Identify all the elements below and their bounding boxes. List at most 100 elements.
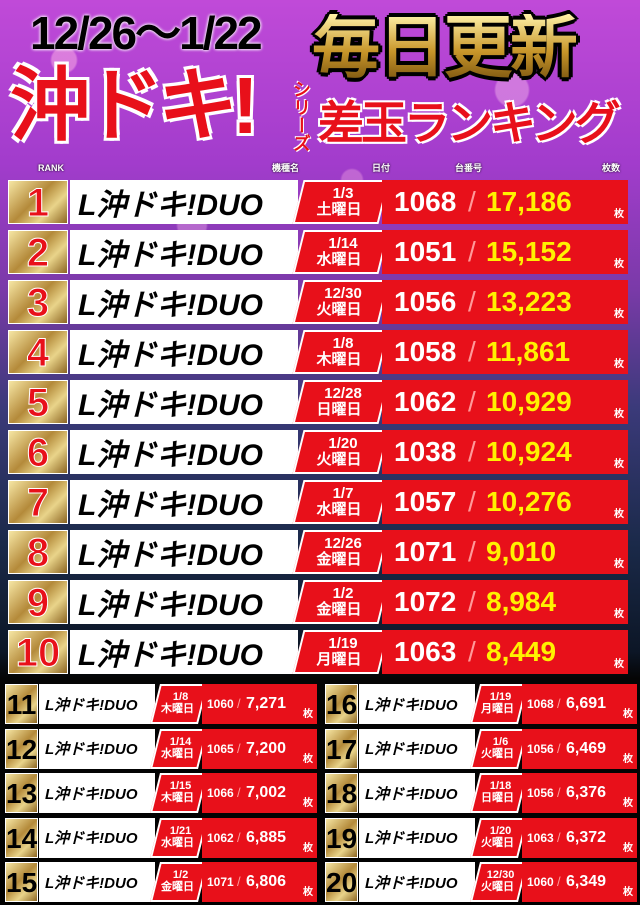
column-header-count: 枚数 (602, 163, 621, 173)
divider: / (557, 874, 561, 889)
medal-count: 6,469 (566, 739, 607, 757)
rank-number: 18 (325, 773, 358, 813)
divider: / (237, 874, 241, 889)
unit-label: 枚 (303, 887, 313, 898)
unit-label: 枚 (614, 609, 624, 620)
weekday: 火曜日 (481, 747, 515, 760)
date-badge: 1/20 火曜日 (470, 817, 528, 858)
date-badge: 1/2 金曜日 (150, 862, 208, 902)
result-panel: 1063/ 6,372 枚 (522, 817, 637, 858)
date: 1/20 (328, 435, 358, 453)
machine-name: L沖ドキ!DUO (359, 862, 475, 902)
unit-number: 1063 (527, 830, 554, 845)
machine-name: L沖ドキ!DUO (70, 180, 298, 224)
result-panel: 1060/ 7,271 枚 (202, 684, 317, 724)
unit-label: 枚 (623, 842, 633, 854)
weekday: 木曜日 (161, 792, 195, 804)
unit-label: 枚 (623, 709, 633, 720)
series-suffix: シリーズ (291, 80, 311, 152)
column-header-machine: 機種名 (272, 163, 300, 173)
unit-number: 1062 (207, 830, 234, 845)
machine-name: L沖ドキ!DUO (70, 230, 298, 274)
period-title: 12/26〜1/22 (30, 7, 263, 59)
date-badge: 1/14 水曜日 (150, 728, 208, 769)
unit-number: 1056 (394, 286, 457, 317)
weekday: 木曜日 (161, 703, 195, 715)
date-badge: 1/2 金曜日 (292, 580, 390, 624)
rank-number: 6 (8, 430, 68, 476)
unit-label: 枚 (614, 559, 624, 570)
weekday: 金曜日 (316, 601, 362, 618)
column-header-unit: 台番号 (455, 163, 483, 173)
date-badge: 1/19 月曜日 (292, 630, 390, 674)
machine-name: L沖ドキ!DUO (70, 430, 298, 474)
unit-label: 枚 (303, 709, 313, 720)
medal-count: 8,449 (486, 636, 557, 667)
result-panel: 1056/ 6,376 枚 (522, 773, 637, 813)
divider: / (237, 740, 241, 756)
rank-number: 8 (8, 530, 68, 576)
date: 1/6 (492, 735, 509, 748)
unit-label: 枚 (614, 309, 624, 320)
medal-count: 6,376 (566, 784, 607, 801)
unit-number: 1071 (394, 536, 457, 567)
unit-number: 1058 (394, 336, 457, 367)
weekday: 土曜日 (316, 201, 362, 218)
column-header-rank: RANK (38, 163, 64, 173)
divider: / (468, 586, 476, 617)
daily-update-title: 毎日更新 (312, 10, 578, 86)
machine-name: L沖ドキ!DUO (39, 684, 155, 724)
divider: / (468, 286, 476, 317)
divider: / (468, 536, 476, 567)
unit-number: 1062 (394, 386, 457, 417)
date-badge: 1/21 水曜日 (150, 817, 208, 858)
rank-number: 15 (5, 862, 38, 902)
unit-number: 1057 (394, 486, 457, 517)
rank-number: 1 (8, 180, 68, 226)
unit-label: 枚 (623, 887, 633, 898)
unit-number: 1068 (394, 186, 457, 217)
date: 12/26 (324, 535, 362, 553)
column-header-date: 日付 (372, 163, 391, 173)
date-badge: 12/30 火曜日 (470, 862, 528, 902)
result-panel: 1051 / 15,152 枚 (382, 230, 628, 274)
unit-number: 1065 (207, 741, 234, 756)
divider: / (237, 696, 241, 711)
weekday: 火曜日 (481, 836, 515, 849)
weekday: 月曜日 (316, 651, 362, 668)
result-panel: 1071 / 9,010 枚 (382, 530, 628, 574)
medal-count: 10,929 (486, 386, 572, 417)
divider: / (557, 696, 561, 711)
result-panel: 1066/ 7,002 枚 (202, 773, 317, 813)
rank-number: 10 (8, 630, 68, 676)
date: 1/14 (169, 735, 192, 748)
machine-name: L沖ドキ!DUO (70, 330, 298, 374)
machine-name: L沖ドキ!DUO (359, 817, 475, 858)
unit-number: 1051 (394, 236, 457, 267)
machine-name: L沖ドキ!DUO (70, 580, 298, 624)
result-panel: 1068/ 6,691 枚 (522, 684, 637, 724)
machine-name: L沖ドキ!DUO (359, 684, 475, 724)
machine-name: L沖ドキ!DUO (39, 862, 155, 902)
medal-count: 6,691 (566, 695, 607, 712)
date-badge: 1/7 水曜日 (292, 480, 390, 524)
medal-count: 6,372 (566, 828, 607, 846)
unit-number: 1072 (394, 586, 457, 617)
unit-label: 枚 (614, 259, 624, 270)
result-panel: 1057 / 10,276 枚 (382, 480, 628, 524)
medal-count: 10,276 (486, 486, 572, 517)
weekday: 火曜日 (316, 301, 362, 318)
weekday: 金曜日 (161, 881, 195, 893)
date: 1/14 (328, 235, 358, 253)
date-badge: 1/15 木曜日 (150, 773, 208, 813)
date-badge: 12/26 金曜日 (292, 530, 390, 574)
date: 12/30 (324, 285, 362, 303)
result-panel: 1056 / 13,223 枚 (382, 280, 628, 324)
divider: / (468, 186, 476, 217)
weekday: 月曜日 (481, 703, 515, 715)
date: 1/7 (332, 485, 354, 503)
date: 1/21 (169, 824, 192, 837)
rank-number: 12 (5, 728, 38, 769)
date-badge: 1/14 水曜日 (292, 230, 390, 274)
date-badge: 1/6 火曜日 (470, 728, 528, 769)
